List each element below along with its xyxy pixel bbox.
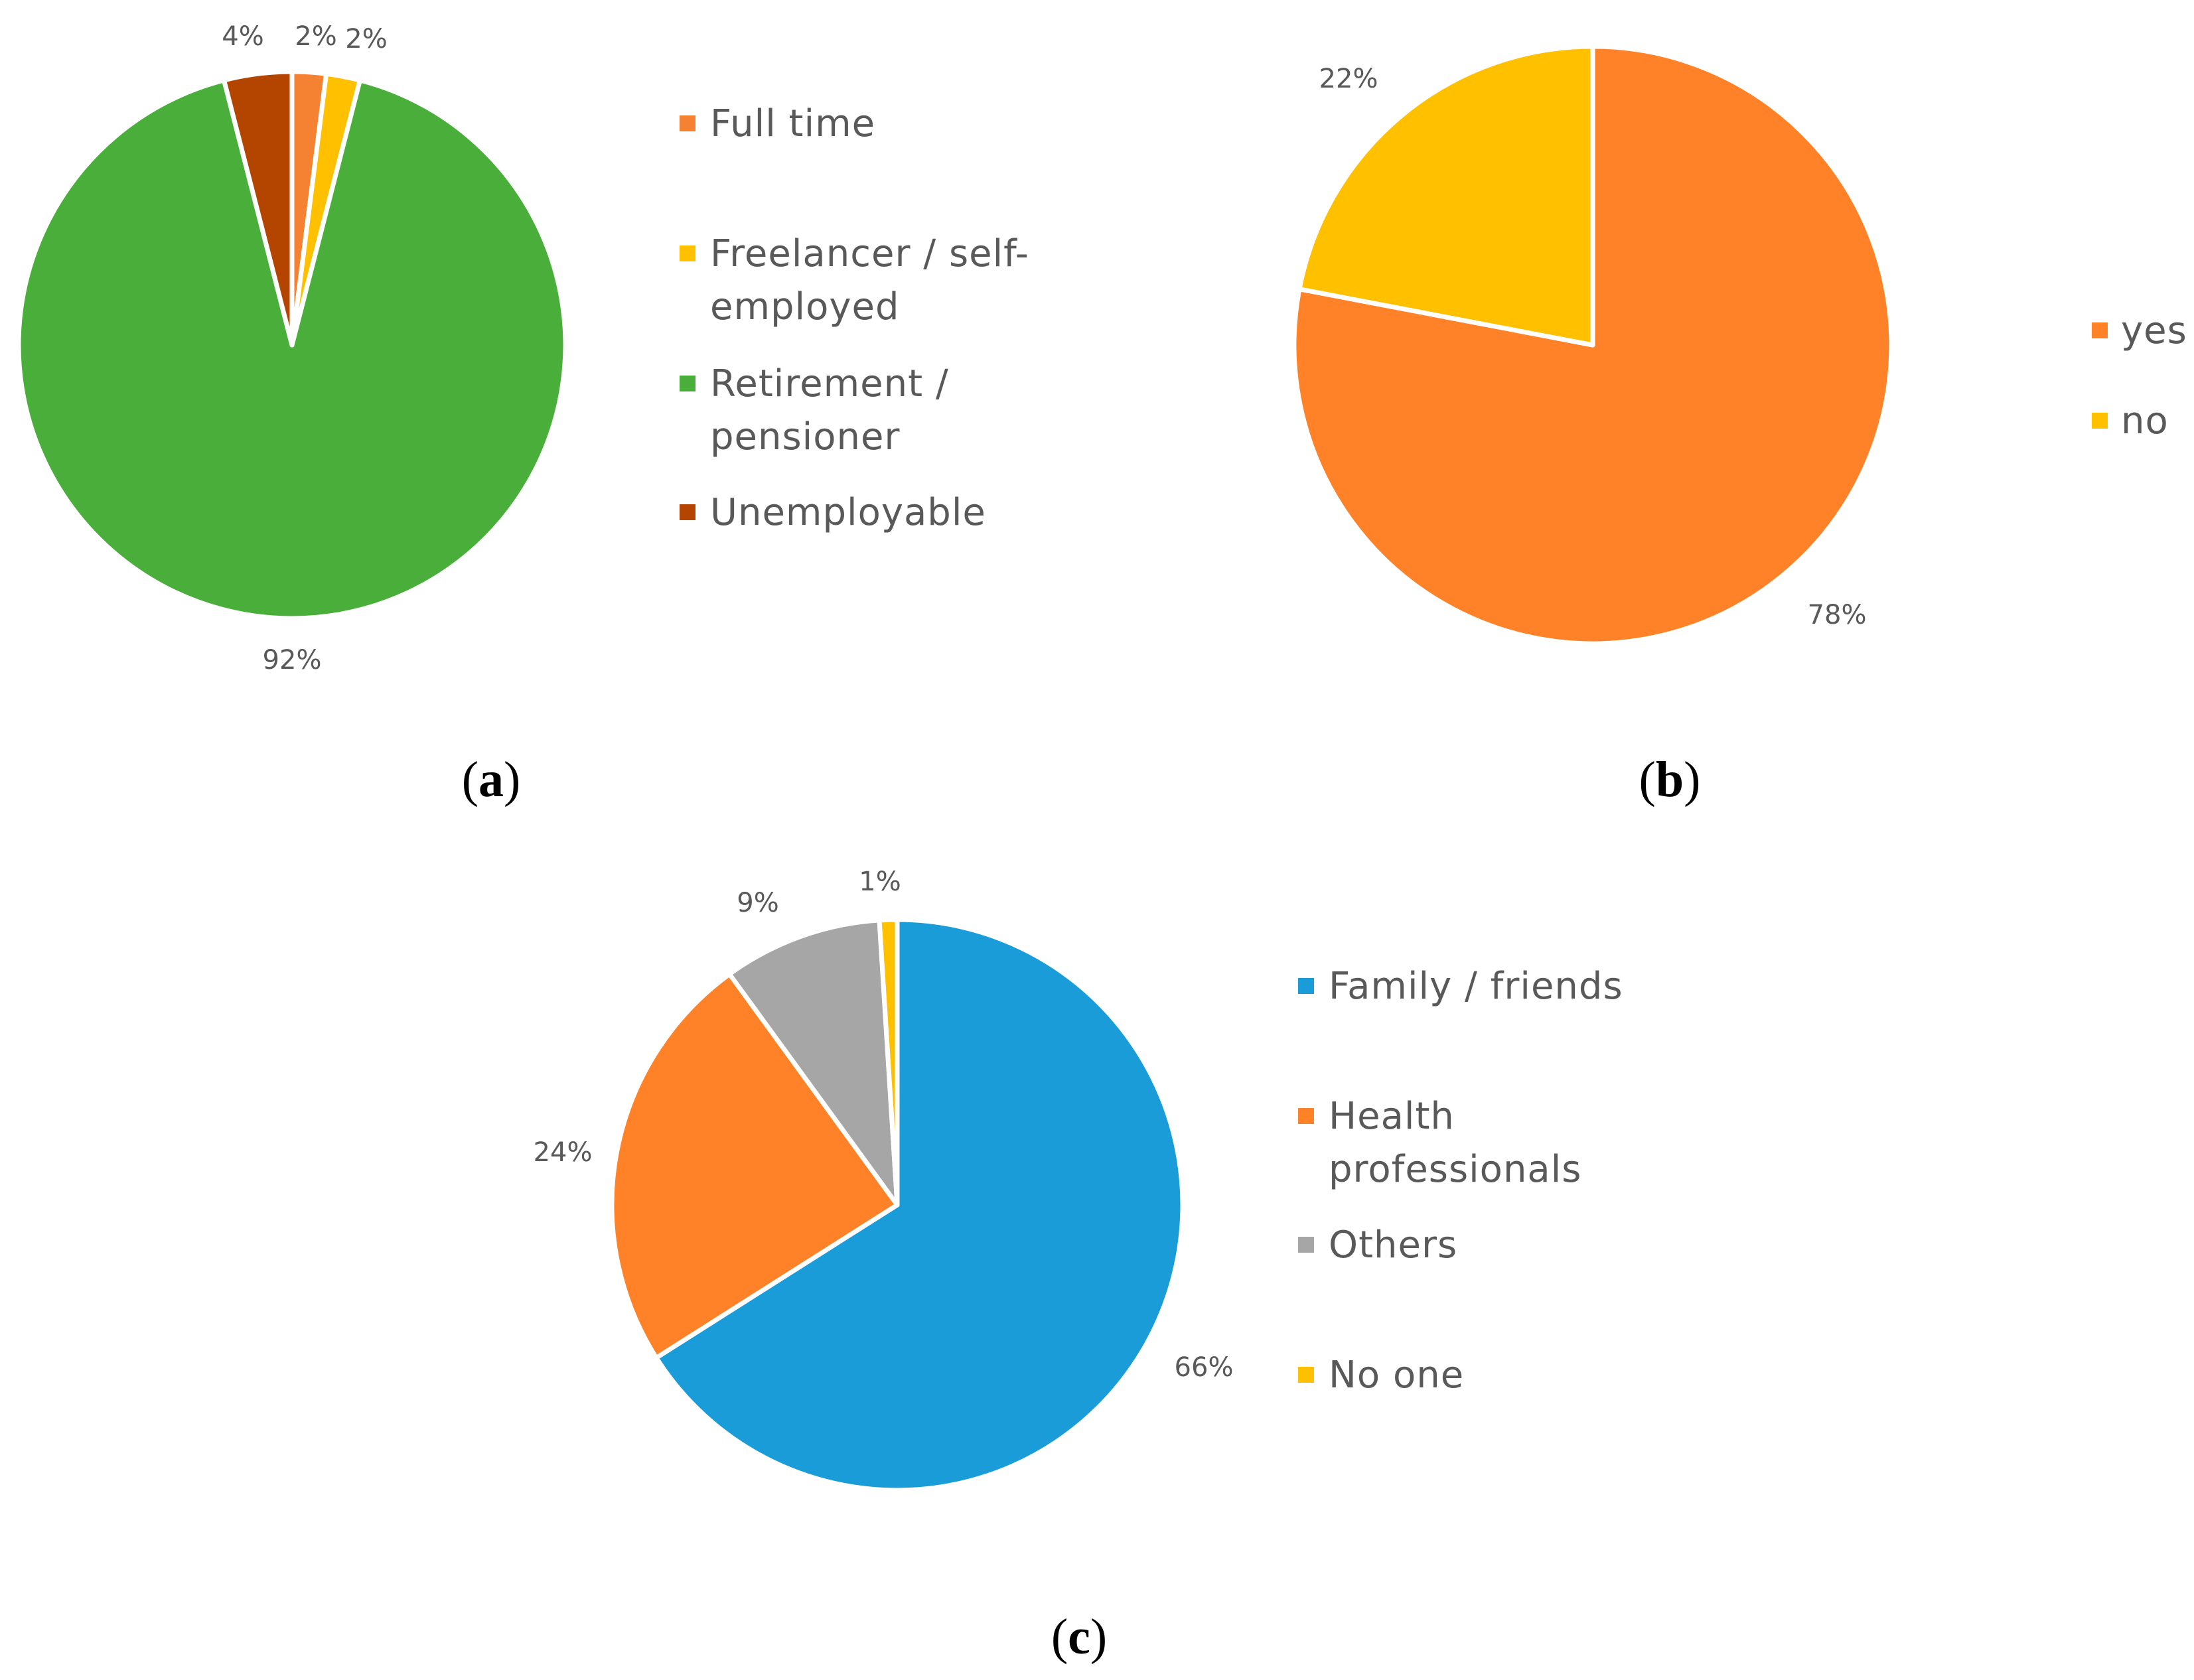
- panel-caption-c-letter: c: [1068, 1609, 1090, 1665]
- legend-label-family-friends: Family / friends: [1329, 965, 1623, 1008]
- legend-swatch-retirement: [680, 376, 695, 391]
- pie-slice-health-professionals: [609, 971, 900, 1360]
- pie-slice-unemployable: [222, 69, 295, 348]
- legend-label-freelancer-line2: employed: [710, 285, 900, 328]
- legend-item-unemployable: Unemployable: [680, 491, 986, 534]
- panel-caption-a: (a): [462, 752, 521, 807]
- legend-item-no: no: [2092, 399, 2169, 443]
- legend-item-health-professionals: Health professionals: [1298, 1095, 1581, 1191]
- slice-label-others: 9%: [737, 888, 778, 918]
- legend-swatch-full-time: [680, 115, 695, 131]
- legend-support: Family / friends Health professionals Ot…: [1298, 965, 1623, 1397]
- legend-item-no-one: No one: [1298, 1354, 1464, 1397]
- slice-label-unemployable: 4%: [222, 21, 263, 52]
- legend-label-health-professionals-line1: Health: [1329, 1095, 1455, 1138]
- pie-chart-employment: 2% 2% 4% 92% Full time Freelancer / self…: [16, 21, 1029, 807]
- legend-item-yes: yes: [2092, 309, 2187, 352]
- slice-label-no-one: 1%: [859, 867, 901, 897]
- slice-label-full-time: 2%: [295, 21, 336, 52]
- legend-yes-no: yes no: [2092, 309, 2187, 443]
- slice-label-retirement: 92%: [263, 645, 322, 675]
- slice-label-health-professionals: 24%: [534, 1137, 593, 1168]
- legend-label-no: no: [2121, 399, 2169, 443]
- pie-slice-others: [727, 918, 900, 1208]
- legend-label-health-professionals-line2: professionals: [1329, 1148, 1581, 1191]
- pie-chart-support: 1% 9% 24% 66% Family / friends Health pr…: [534, 867, 1623, 1665]
- pie-chart-yes-no: 22% 78% yes no (b): [1291, 44, 2187, 807]
- pie-slice-family-friends: [654, 917, 1185, 1493]
- legend-swatch-no-one: [1298, 1367, 1314, 1383]
- legend-label-unemployable: Unemployable: [710, 491, 986, 534]
- legend-swatch-yes: [2092, 322, 2108, 338]
- legend-swatch-freelancer: [680, 245, 695, 261]
- pie-slices-employment: [16, 69, 568, 621]
- pie-slices-yes-no: [1291, 44, 1894, 646]
- legend-swatch-health-professionals: [1298, 1108, 1314, 1124]
- slice-label-freelancer: 2%: [345, 24, 387, 54]
- legend-label-retirement-line2: pensioner: [710, 415, 900, 458]
- legend-swatch-no: [2092, 413, 2108, 429]
- legend-item-full-time: Full time: [680, 102, 875, 145]
- legend-swatch-others: [1298, 1237, 1314, 1253]
- pie-slices-support: [609, 917, 1185, 1493]
- legend-swatch-family-friends: [1298, 978, 1314, 994]
- panel-caption-b: (b): [1639, 752, 1701, 807]
- panel-caption-c: (c): [1051, 1609, 1107, 1665]
- panel-caption-b-letter: b: [1656, 752, 1684, 807]
- legend-swatch-unemployable: [680, 504, 695, 520]
- pie-slice-no: [1297, 44, 1595, 348]
- legend-item-family-friends: Family / friends: [1298, 965, 1623, 1008]
- legend-employment: Full time Freelancer / self- employed Re…: [680, 102, 1029, 534]
- legend-item-retirement: Retirement / pensioner: [680, 362, 949, 458]
- pie-slice-no-one: [877, 917, 900, 1208]
- legend-label-yes: yes: [2121, 309, 2187, 352]
- slice-label-yes: 78%: [1808, 600, 1867, 630]
- slice-label-no: 22%: [1319, 64, 1378, 94]
- panel-caption-a-letter: a: [478, 752, 504, 807]
- legend-label-no-one: No one: [1329, 1354, 1464, 1397]
- pie-slice-retirement: [16, 78, 568, 621]
- slice-label-family-friends: 66%: [1175, 1352, 1234, 1383]
- legend-label-freelancer-line1: Freelancer / self-: [710, 232, 1029, 275]
- legend-label-full-time: Full time: [710, 102, 875, 145]
- legend-item-others: Others: [1298, 1224, 1457, 1267]
- legend-label-others: Others: [1329, 1224, 1457, 1267]
- legend-label-retirement-line1: Retirement /: [710, 362, 949, 405]
- legend-item-freelancer: Freelancer / self- employed: [680, 232, 1029, 328]
